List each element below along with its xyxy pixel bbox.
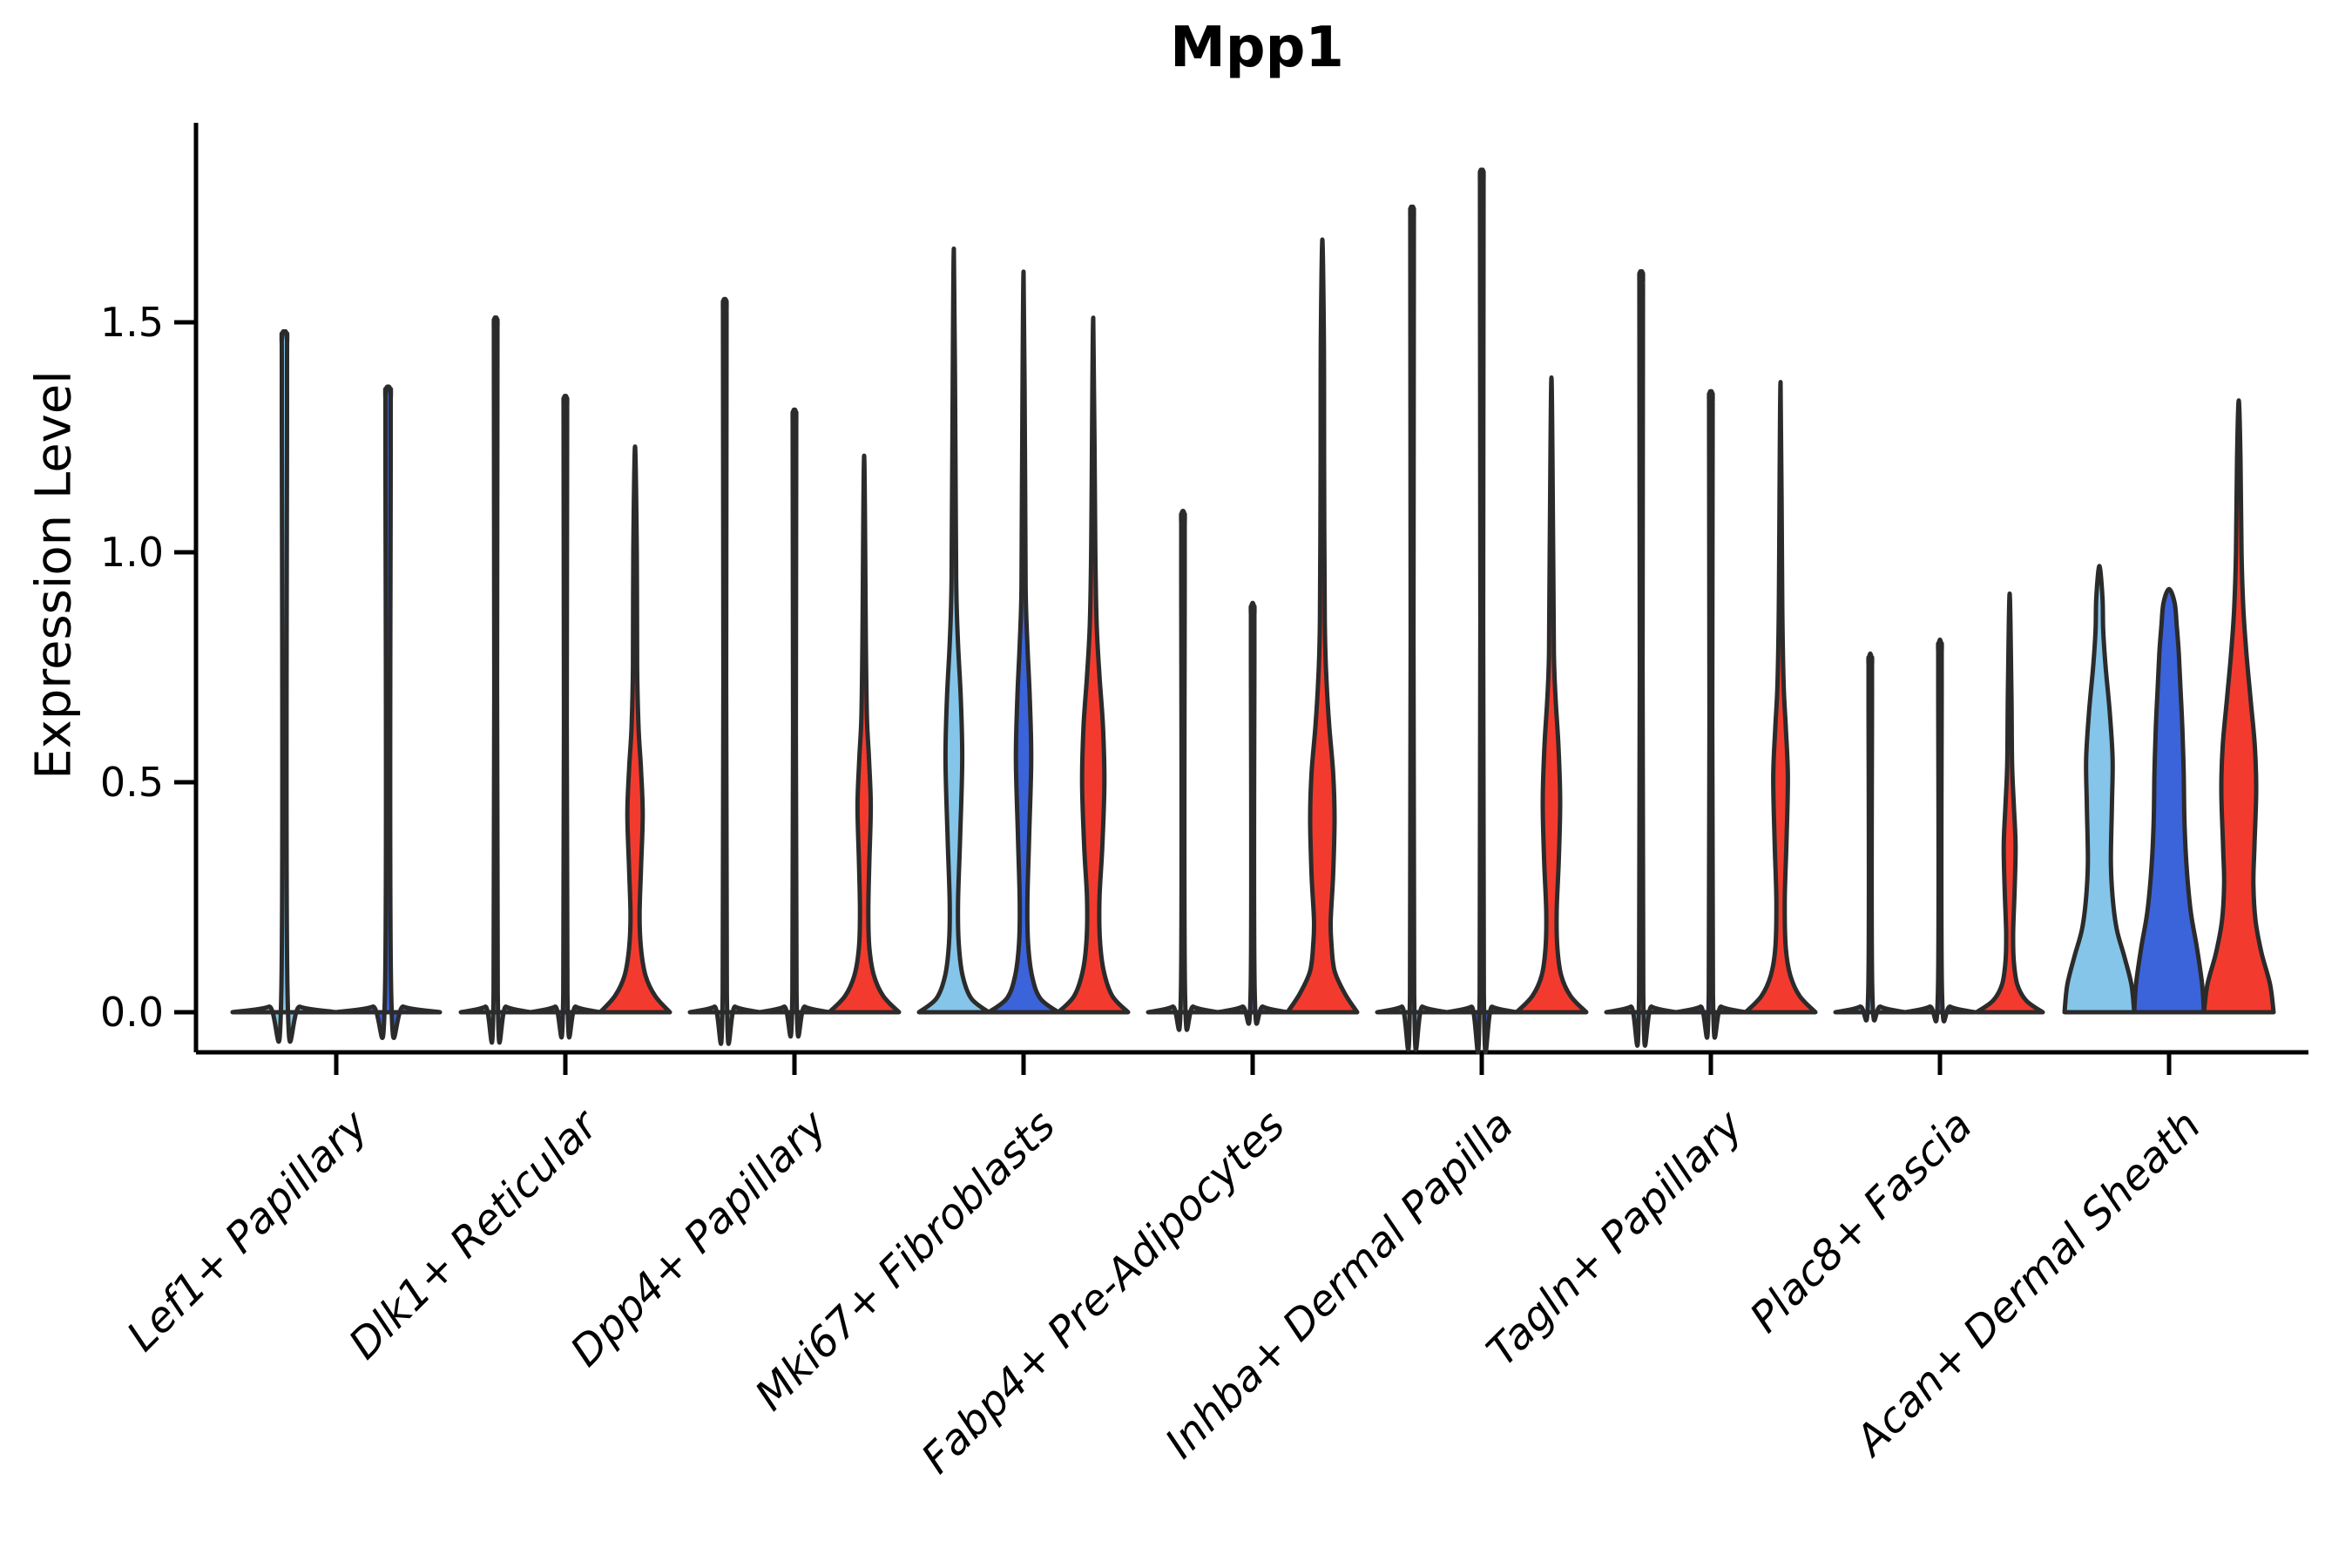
violin-red-violin-group-9 (2201, 398, 2276, 1015)
violin-red-violin-group-8 (1974, 591, 2045, 1015)
y-tick-label: 0.5 (99, 759, 164, 806)
violin-light-blue-violin-group-7 (1604, 269, 1679, 1048)
violin-light-blue-violin-group-9 (2062, 564, 2137, 1015)
violin-blue-violin-group-2 (528, 393, 603, 1040)
violin-blue-violin-group-6 (1444, 167, 1519, 1055)
violin-red-violin-group-4 (1056, 315, 1131, 1015)
violin-red-violin-group-2 (598, 444, 672, 1015)
y-tick-label: 1.5 (99, 299, 164, 346)
violin-blue-violin-group-5 (1215, 600, 1290, 1026)
violin-blue-violin-group-4 (986, 269, 1061, 1015)
y-tick-label: 1.0 (99, 529, 164, 576)
violin-light-blue-violin-group-4 (916, 247, 991, 1015)
violin-red-violin-group-5 (1285, 237, 1360, 1015)
violin-light-blue-violin-group-6 (1375, 204, 1450, 1052)
violin-blue-violin-group-7 (1673, 389, 1748, 1040)
violin-red-violin-group-3 (827, 453, 902, 1015)
violin-blue-violin-group-1 (334, 384, 443, 1040)
violin-blue-violin-group-8 (1903, 637, 1977, 1024)
violin-light-blue-violin-group-5 (1146, 509, 1220, 1032)
violin-light-blue-violin-group-2 (458, 315, 533, 1045)
violin-red-violin-group-7 (1743, 380, 1818, 1015)
violin-light-blue-violin-group-8 (1833, 651, 1908, 1023)
chart-title: Mpp1 (1170, 16, 1344, 80)
violin-blue-violin-group-3 (757, 407, 832, 1039)
y-axis-label: Expression Level (25, 370, 83, 780)
y-tick-label: 0.0 (99, 989, 164, 1036)
violin-light-blue-violin-group-1 (230, 328, 339, 1044)
violin-red-violin-group-6 (1514, 375, 1589, 1015)
violin-light-blue-violin-group-3 (687, 296, 762, 1046)
violin-blue-violin-group-9 (2132, 586, 2207, 1015)
